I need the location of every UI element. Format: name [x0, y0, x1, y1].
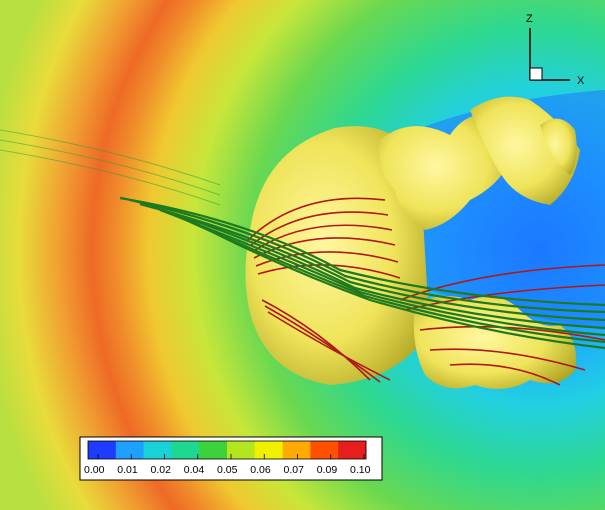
colorbar-tick-label: 0.00: [84, 464, 105, 476]
isosurface: [245, 96, 580, 389]
field-lines-green: [119, 196, 605, 350]
colorbar-tick-label: 0.07: [284, 464, 305, 476]
x-axis-label: X: [577, 75, 585, 87]
field-lines-green-faint: [0, 129, 221, 206]
colorbar-swatch: [282, 441, 311, 459]
colorbar-tick-label: 0.05: [217, 464, 238, 476]
colorbar-tick-label: 0.06: [250, 464, 271, 476]
axes-triad: Z X: [526, 13, 585, 87]
z-axis-label: Z: [526, 13, 533, 25]
colorbar-swatch: [227, 441, 256, 459]
colorbar-swatch: [115, 441, 145, 459]
colorbar-swatch: [88, 441, 117, 459]
colorbar-tick-label: 0.01: [117, 464, 138, 476]
colorbar-swatch: [310, 441, 339, 459]
colorbar-tick-label: 0.02: [151, 464, 172, 476]
colorbar-swatch: [171, 441, 200, 459]
colorbar-swatch: [199, 441, 228, 459]
colorbar-swatch: [338, 441, 367, 459]
colorbar-swatch: [254, 441, 284, 459]
colorbar: 0.00 0.01 0.02 0.04 0.05 0.06 0.07 0.09 0.10: [79, 436, 383, 481]
colorbar-tick-label: 0.10: [350, 464, 371, 476]
colorbar-swatches: [87, 440, 367, 460]
colorbar-swatch: [143, 441, 172, 459]
colorbar-tick-label: 0.04: [184, 464, 205, 476]
colorbar-tick-label: 0.09: [317, 464, 338, 476]
colorbar-tick-labels: 0.00 0.01 0.02 0.04 0.05 0.06 0.07 0.09 0.10: [84, 454, 371, 476]
colorbar-frame: [87, 440, 367, 460]
